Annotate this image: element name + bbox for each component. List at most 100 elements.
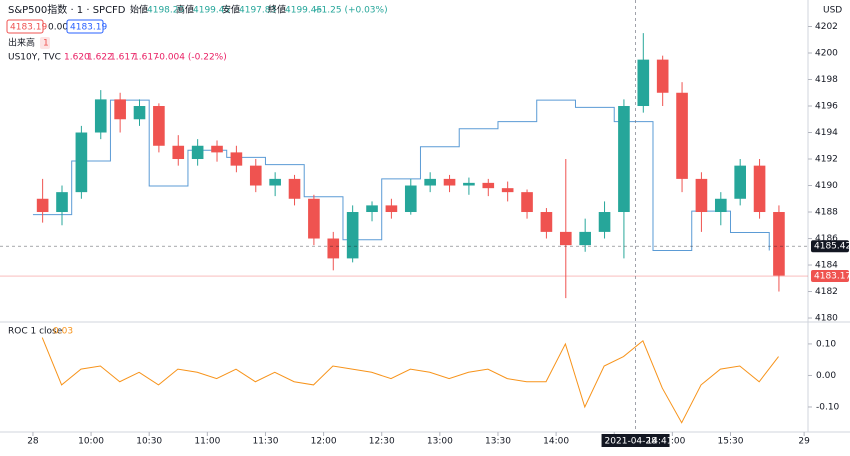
candle-body — [579, 231, 591, 246]
overlay-value: 1.617 — [110, 53, 136, 63]
y-tick-label: 4194 — [815, 128, 838, 138]
x-tick-label: 15:00 — [659, 437, 685, 447]
low-label: 安値 — [222, 4, 240, 16]
badge-text: 4183.19 — [10, 23, 47, 33]
open-value: 4198.20 — [147, 6, 184, 16]
badge-text: 0.00 — [48, 23, 68, 33]
candle-body — [269, 178, 281, 186]
x-tick-label: 10:00 — [78, 437, 104, 447]
candle-body — [482, 182, 495, 189]
candle-body — [404, 185, 417, 213]
close-label: 終値 — [268, 4, 286, 16]
candle-body — [56, 192, 68, 213]
overlay-change: -0.004 (-0.22%) — [156, 53, 227, 63]
y-tick-label: 4192 — [815, 155, 838, 165]
candle-body — [676, 92, 688, 179]
x-tick-label: 13:30 — [485, 437, 511, 447]
volume-label: 出来高 — [8, 37, 35, 49]
candle-body — [773, 212, 785, 276]
candle-body — [346, 212, 359, 259]
overlay-value: 1.620 — [64, 53, 90, 63]
candle-body — [249, 165, 262, 186]
x-tick-label: 10:30 — [136, 437, 162, 447]
y-tick-label: 4188 — [815, 208, 838, 218]
x-tick-label: 28 — [27, 437, 39, 447]
candle-body — [36, 198, 49, 213]
legend-header: S&P500指数 · 1 · SPCFD 始値 4198.20 高値 4199.… — [6, 3, 842, 337]
x-tick-label: 15:30 — [718, 437, 744, 447]
candle-body — [540, 212, 553, 232]
y-tick-label: 4186 — [815, 234, 838, 244]
candle-body — [734, 165, 746, 199]
candle-body — [656, 59, 669, 93]
candle-body — [618, 106, 630, 213]
crosshair-date: 2021-04-28 — [605, 437, 658, 447]
badge — [6, 19, 44, 34]
candle-body — [133, 106, 146, 120]
x-tick-label: 13:00 — [427, 437, 453, 447]
candle-body — [75, 132, 88, 193]
price-label-bg — [811, 240, 849, 253]
candle-body — [385, 205, 398, 213]
overlay-title: US10Y, TVC — [8, 53, 61, 63]
candle-body — [695, 178, 708, 213]
candle-body — [153, 106, 165, 146]
candle-body — [211, 145, 223, 153]
candle-body — [114, 99, 126, 120]
badge-text: 4183.19 — [70, 23, 107, 33]
candle-body — [463, 182, 475, 186]
candle-body — [424, 178, 436, 186]
candle-body — [327, 238, 340, 259]
y-tick-label: 4190 — [815, 181, 838, 191]
overlay-value: 1.617 — [133, 53, 159, 63]
candle-body — [230, 152, 243, 166]
y-tick-label: 4182 — [815, 287, 838, 297]
y-tick-label: -0.10 — [816, 402, 840, 412]
y-tick-label: 4198 — [815, 75, 838, 85]
currency: USD — [823, 6, 842, 16]
close-value: 4199.45 — [285, 6, 322, 16]
candle-body — [753, 165, 766, 213]
candle-body — [94, 99, 107, 133]
candle-body — [559, 231, 572, 246]
candle-body — [443, 178, 456, 186]
candle-body — [172, 145, 185, 160]
high-value: 4199.45 — [193, 6, 230, 16]
overlay-value: 1.622 — [87, 53, 113, 63]
candle-body — [191, 145, 204, 160]
roc-title: ROC 1 close — [8, 327, 63, 337]
candle-body — [288, 178, 301, 199]
symbol: S&P500指数 · 1 · SPCFD — [8, 3, 126, 16]
roc-last: 0.03 — [53, 327, 73, 337]
crosshair-time: 14:41 — [647, 437, 673, 447]
candle-body — [366, 205, 378, 213]
candle-body — [501, 188, 514, 193]
high-label: 高値 — [176, 4, 194, 16]
y-tick-label: 0.10 — [816, 339, 836, 349]
candle-body — [521, 192, 533, 213]
y-tick-label: 4180 — [815, 314, 838, 324]
y-tick-label: 4196 — [815, 102, 838, 112]
roc-line — [41, 337, 779, 424]
x-tick-label: 11:30 — [252, 437, 278, 447]
low-value: 4197.83 — [239, 6, 276, 16]
candle-body — [308, 198, 320, 239]
y-tick-label: 0.00 — [816, 371, 836, 381]
x-tick-label: 12:30 — [369, 437, 395, 447]
candle-body — [637, 59, 650, 107]
change: +1.25 (+0.03%) — [314, 6, 388, 16]
x-tick-label: 29 — [798, 437, 810, 447]
open-label: 始値 — [130, 4, 148, 16]
y-tick-label: 4200 — [815, 49, 838, 59]
icon — [40, 37, 50, 49]
volume-icon: 1 — [43, 39, 49, 49]
crosshair-label-bg — [601, 434, 670, 447]
price-label: 4185.42 — [814, 242, 850, 252]
x-tick-label: 11:00 — [194, 437, 220, 447]
price-label: 4183.17 — [814, 272, 850, 282]
overlay-line — [32, 99, 770, 251]
candle-body — [598, 212, 611, 232]
y-tick-label: 4184 — [815, 261, 838, 271]
y-tick-label: 4202 — [815, 22, 838, 32]
